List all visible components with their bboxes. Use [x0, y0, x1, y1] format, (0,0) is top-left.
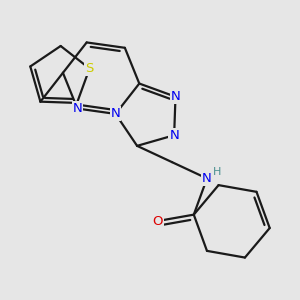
Text: H: H [213, 167, 221, 177]
Text: O: O [152, 214, 163, 227]
Text: S: S [85, 62, 94, 75]
Text: N: N [111, 107, 120, 120]
Text: N: N [169, 129, 179, 142]
Text: N: N [171, 90, 180, 103]
Text: N: N [202, 172, 212, 185]
Text: N: N [73, 102, 82, 115]
